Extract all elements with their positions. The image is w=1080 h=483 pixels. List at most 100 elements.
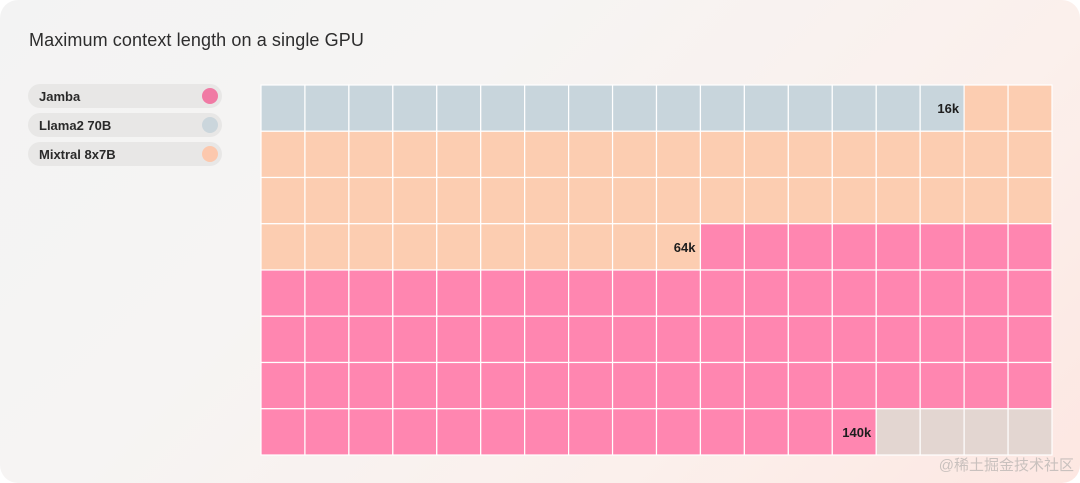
llama2-cell — [260, 84, 306, 132]
mixtral-cell — [655, 223, 702, 271]
jamba-cell — [348, 269, 394, 317]
mixtral-cell — [392, 130, 438, 179]
jamba-cell — [260, 361, 306, 410]
mixtral-cell — [348, 176, 394, 225]
mixtral-cell — [480, 130, 526, 179]
jamba-cell — [348, 408, 394, 456]
jamba-cell — [699, 269, 745, 317]
mixtral-cell — [831, 176, 877, 225]
jamba-cell — [524, 315, 570, 364]
mixtral-cell — [699, 130, 745, 179]
jamba-cell — [919, 223, 965, 271]
jamba-cell — [392, 315, 438, 364]
mixtral-cell — [611, 176, 658, 225]
mixtral-cell — [1007, 130, 1053, 179]
mixtral-cell — [524, 176, 570, 225]
jamba-cell — [348, 361, 394, 410]
jamba-cell — [480, 408, 526, 456]
mixtral-cell — [260, 223, 306, 271]
mixtral-cell — [743, 176, 789, 225]
jamba-cell — [831, 223, 877, 271]
watermark: @稀土掘金技术社区 — [938, 457, 1074, 474]
legend-item-jamba: Jamba — [28, 84, 222, 108]
legend-label: Jamba — [39, 88, 81, 104]
jamba-cell — [831, 315, 877, 364]
jamba-cell — [260, 269, 306, 317]
mixtral-cell — [611, 223, 658, 271]
legend-label: Mixtral 8x7B — [39, 146, 116, 162]
mixtral-cell — [568, 223, 614, 271]
jamba-cell — [1007, 361, 1053, 410]
mixtral-cell — [568, 130, 614, 179]
llama2-cell — [875, 84, 921, 132]
jamba-cell — [436, 269, 482, 317]
jamba-cell — [568, 269, 614, 317]
mixtral-cell — [963, 84, 1009, 132]
jamba-cell — [655, 408, 702, 456]
mixtral-cell — [304, 223, 350, 271]
mixtral-cell — [743, 130, 789, 179]
mixtral-cell — [787, 176, 833, 225]
mixtral-cell — [348, 130, 394, 179]
mixtral-cell — [436, 130, 482, 179]
jamba-cell — [568, 315, 614, 364]
jamba-cell — [963, 361, 1009, 410]
jamba-cell — [699, 361, 745, 410]
mixtral-cell — [480, 176, 526, 225]
empty-cell — [875, 408, 921, 456]
jamba-cell — [568, 361, 614, 410]
data-label: 64k — [674, 240, 696, 255]
jamba-cell — [787, 223, 833, 271]
jamba-cell — [611, 361, 658, 410]
legend-swatch — [202, 88, 218, 104]
llama2-cell — [304, 84, 350, 132]
mixtral-cell — [392, 176, 438, 225]
jamba-cell — [1007, 223, 1053, 271]
jamba-cell — [963, 315, 1009, 364]
jamba-cell — [699, 223, 745, 271]
jamba-cell — [436, 315, 482, 364]
jamba-cell — [304, 269, 350, 317]
jamba-cell — [304, 408, 350, 456]
mixtral-cell — [1007, 176, 1053, 225]
jamba-cell — [304, 315, 350, 364]
llama2-cell — [436, 84, 482, 132]
jamba-cell — [919, 361, 965, 410]
mixtral-cell — [260, 130, 306, 179]
mixtral-cell — [699, 176, 745, 225]
mixtral-cell — [260, 176, 306, 225]
jamba-cell — [480, 361, 526, 410]
jamba-cell — [963, 269, 1009, 317]
mixtral-cell — [787, 130, 833, 179]
mixtral-cell — [963, 176, 1009, 225]
mixtral-cell — [392, 223, 438, 271]
mixtral-cell — [919, 130, 965, 179]
jamba-cell — [743, 223, 789, 271]
jamba-cell — [524, 361, 570, 410]
jamba-cell — [568, 408, 614, 456]
mixtral-cell — [919, 176, 965, 225]
jamba-cell — [831, 361, 877, 410]
data-label: 16k — [937, 101, 959, 116]
jamba-cell — [480, 315, 526, 364]
legend-item-llama2-70b: Llama2 70B — [28, 113, 222, 137]
mixtral-cell — [348, 223, 394, 271]
mixtral-cell — [304, 176, 350, 225]
llama2-cell — [480, 84, 526, 132]
mixtral-cell — [480, 223, 526, 271]
llama2-cell — [524, 84, 570, 132]
mixtral-cell — [436, 176, 482, 225]
jamba-cell — [743, 408, 789, 456]
jamba-cell — [919, 269, 965, 317]
llama2-cell — [568, 84, 614, 132]
jamba-cell — [480, 269, 526, 317]
mixtral-cell — [875, 176, 921, 225]
jamba-cell — [655, 361, 702, 410]
legend-item-mixtral-8x7b: Mixtral 8x7B — [28, 142, 222, 166]
jamba-cell — [1007, 315, 1053, 364]
legend-label: Llama2 70B — [39, 117, 112, 133]
jamba-cell — [348, 315, 394, 364]
mixtral-cell — [524, 223, 570, 271]
